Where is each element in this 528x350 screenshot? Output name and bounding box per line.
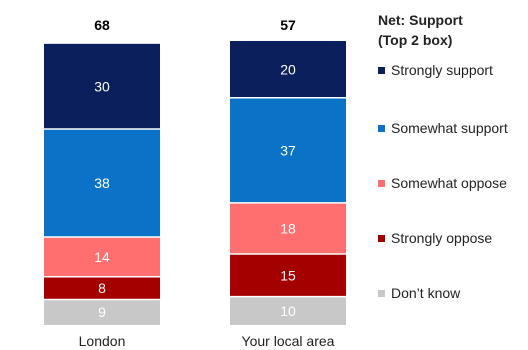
segment-value-label: 14 — [94, 249, 110, 265]
bar-segment-don-t-know-0 — [44, 299, 160, 325]
bar-segment-strongly-oppose-0 — [44, 276, 160, 300]
segment-value-label: 20 — [280, 61, 296, 77]
segment-value-label: 15 — [280, 267, 296, 283]
bar-segment-don-t-know-1 — [230, 296, 346, 325]
segment-value-label: 30 — [94, 78, 110, 94]
segment-value-label: 38 — [94, 175, 110, 191]
legend-swatch — [378, 235, 385, 242]
legend-swatch — [378, 67, 385, 74]
segment-value-label: 37 — [280, 142, 296, 158]
bar-segment-somewhat-oppose-0 — [44, 236, 160, 277]
segment-value-label: 8 — [98, 280, 106, 296]
bar-segment-somewhat-oppose-1 — [230, 202, 346, 254]
legend-title: Net: Support — [378, 12, 463, 28]
bar-segment-strongly-oppose-1 — [230, 254, 346, 297]
legend-swatch — [378, 180, 385, 187]
net-support-total-label: 68 — [94, 17, 110, 33]
legend-item-label: Strongly oppose — [391, 230, 492, 246]
bar-segment-strongly-support-1 — [230, 41, 346, 98]
bar-segment-somewhat-support-1 — [230, 97, 346, 203]
category-label: Your local area — [242, 333, 335, 349]
category-label: London — [79, 333, 126, 349]
legend-title: (Top 2 box) — [378, 32, 452, 48]
legend-swatch — [378, 125, 385, 132]
bar-segment-somewhat-support-0 — [44, 129, 160, 237]
bar-segment-strongly-support-0 — [44, 43, 160, 130]
legend-item-label: Somewhat support — [391, 120, 508, 136]
legend-item-label: Strongly support — [391, 62, 493, 78]
segment-value-label: 10 — [280, 303, 296, 319]
legend-item-label: Don’t know — [391, 285, 461, 301]
net-support-total-label: 57 — [280, 17, 296, 33]
segment-value-label: 18 — [280, 220, 296, 236]
legend-swatch — [378, 290, 385, 297]
segment-value-label: 9 — [98, 304, 106, 320]
legend-item-label: Somewhat oppose — [391, 175, 507, 191]
